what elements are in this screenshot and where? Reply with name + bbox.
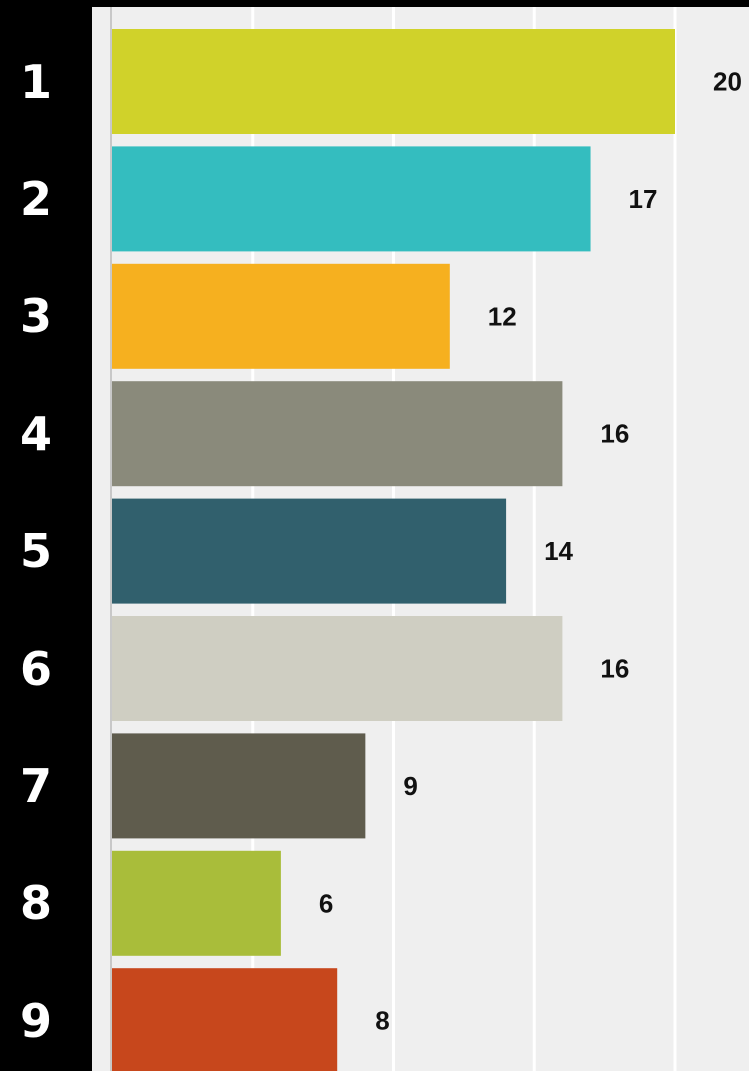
category-label-2: 2 [19, 171, 52, 226]
bar-chart: 20 17 12 16 14 16 9 6 8 [110, 7, 742, 1071]
category-labels: 1 2 3 4 5 6 7 8 9 [0, 0, 92, 1071]
value-label-4: 16 [600, 419, 629, 449]
value-label-5: 14 [544, 536, 573, 566]
category-label-7: 7 [19, 758, 52, 813]
category-label-3: 3 [19, 289, 52, 344]
value-label-3: 12 [488, 301, 517, 331]
bar-7 [112, 733, 366, 839]
category-label-1: 1 [19, 54, 52, 109]
bar-2 [112, 146, 591, 252]
value-label-7: 9 [403, 771, 417, 801]
value-label-1: 20 [713, 67, 742, 97]
bar-6 [112, 616, 563, 721]
value-label-9: 8 [375, 1006, 389, 1036]
value-label-6: 16 [600, 654, 629, 684]
category-label-5: 5 [19, 524, 52, 579]
category-label-6: 6 [19, 641, 52, 696]
bar-8 [112, 850, 281, 956]
value-label-8: 6 [319, 888, 333, 918]
value-label-2: 17 [629, 184, 658, 214]
plot-area: 20 17 12 16 14 16 9 6 8 [92, 7, 749, 1071]
category-label-8: 8 [19, 876, 52, 931]
bar-4 [112, 381, 563, 487]
category-label-9: 9 [19, 993, 52, 1048]
bar-1 [112, 29, 675, 134]
bar-9 [112, 968, 338, 1071]
bar-5 [112, 498, 507, 604]
bar-3 [112, 263, 450, 369]
category-label-4: 4 [19, 406, 52, 461]
